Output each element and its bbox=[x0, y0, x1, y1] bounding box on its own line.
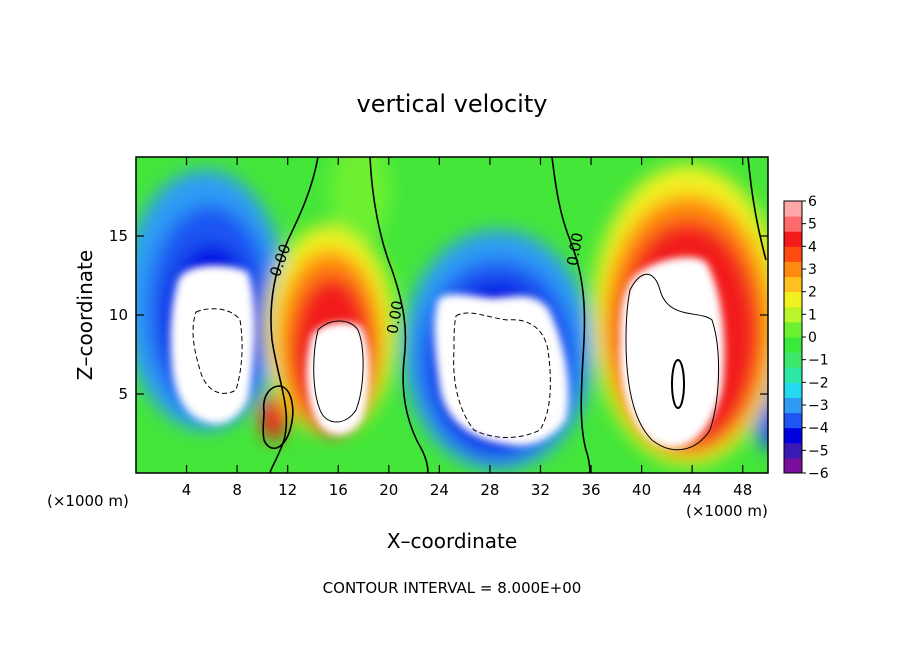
weak-updraft-band bbox=[330, 157, 390, 240]
colorbar-tick-label: −4 bbox=[808, 421, 829, 437]
colorbar-swatch bbox=[784, 352, 802, 368]
field-cores bbox=[170, 257, 725, 448]
y-axis-label: Z–coordinate bbox=[73, 250, 97, 380]
colorbar-swatch bbox=[784, 261, 802, 278]
colorbar-tick-label: −1 bbox=[808, 353, 829, 369]
x-tick-label: 8 bbox=[232, 481, 242, 499]
contour-zero-1 bbox=[269, 157, 319, 473]
x-tick-label: 20 bbox=[379, 481, 398, 499]
colorbar-swatch bbox=[784, 216, 802, 232]
x-axis: 4 8 12 16 20 24 28 32 36 40 44 48 bbox=[182, 157, 752, 499]
colorbar-tick-label: −5 bbox=[808, 443, 829, 459]
colorbar-swatch bbox=[784, 397, 802, 414]
colorbar-swatch bbox=[784, 367, 802, 383]
colorbar-tick-label: −3 bbox=[808, 398, 829, 414]
colorbar-tick-label: 0 bbox=[808, 330, 817, 346]
colorbar-swatch bbox=[784, 457, 802, 474]
updraft-left-white bbox=[306, 322, 370, 435]
velocity-field: 0.00 0.00 0.00 bbox=[136, 157, 768, 473]
y-tick-label: 10 bbox=[109, 306, 128, 324]
colorbar-swatch bbox=[784, 291, 802, 308]
x-tick-label: 36 bbox=[581, 481, 600, 499]
colorbar-tick-label: 2 bbox=[808, 285, 817, 301]
x-tick-label: 4 bbox=[182, 481, 192, 499]
x-tick-label: 12 bbox=[278, 481, 297, 499]
colorbar-tick-label: 4 bbox=[808, 239, 817, 255]
x-tick-label: 44 bbox=[683, 481, 702, 499]
colorbar-tick-label: 5 bbox=[808, 217, 817, 233]
y-tick-label: 15 bbox=[109, 227, 128, 245]
contour-zero-3 bbox=[551, 157, 591, 473]
contour-zero-5 bbox=[262, 385, 294, 450]
contour-left-dashed bbox=[192, 308, 243, 394]
colorbar-swatch bbox=[784, 276, 802, 293]
contour-right-core bbox=[671, 359, 685, 409]
updraft-small bbox=[260, 396, 288, 440]
colorbar-swatch bbox=[784, 246, 802, 262]
x-tick-label: 32 bbox=[531, 481, 550, 499]
chart-title: vertical velocity bbox=[357, 90, 548, 118]
colorbar-tick-label: −6 bbox=[808, 466, 829, 482]
contour-label-group: 0.00 0.00 0.00 bbox=[266, 231, 587, 335]
colorbar-swatch bbox=[784, 306, 802, 323]
x-tick-label: 40 bbox=[632, 481, 651, 499]
colorbar-swatch bbox=[784, 321, 802, 338]
contour-label-2: 0.00 bbox=[383, 299, 407, 335]
contour-interval-note: CONTOUR INTERVAL = 8.000E+00 bbox=[323, 579, 582, 597]
colorbar-tick-label: 3 bbox=[808, 262, 817, 278]
zero-contours bbox=[262, 157, 767, 473]
colorbar-swatch bbox=[784, 442, 802, 459]
x-tick-label: 16 bbox=[329, 481, 348, 499]
colorbar-tick-label: 6 bbox=[808, 194, 817, 210]
colorbar-tick-label: 1 bbox=[808, 307, 817, 323]
inner-contours bbox=[192, 273, 720, 451]
x-tick-label: 24 bbox=[430, 481, 449, 499]
colorbar-swatch bbox=[784, 427, 802, 444]
colorbar-tick-label: −2 bbox=[808, 375, 829, 391]
contour-zero-2 bbox=[369, 157, 429, 473]
colorbar-swatch-top bbox=[784, 201, 802, 217]
y-axis: 5 10 15 bbox=[109, 227, 768, 403]
x-axis-label: X–coordinate bbox=[387, 529, 517, 553]
x-unit-left: (×1000 m) bbox=[47, 492, 129, 510]
contour-label-3: 0.00 bbox=[563, 231, 587, 267]
downdraft-left-white bbox=[170, 265, 255, 424]
colorbar-swatch bbox=[784, 231, 802, 247]
contour-right-solid bbox=[625, 273, 720, 451]
contour-left-solid bbox=[313, 320, 364, 423]
x-tick-label: 48 bbox=[733, 481, 752, 499]
colorbar-swatch bbox=[784, 337, 802, 353]
x-unit-right: (×1000 m) bbox=[686, 502, 768, 520]
colorbar: 6 5 4 3 2 1 0 −1 −2 −3 −4 −5 −6 bbox=[783, 194, 829, 482]
colorbar-swatch bbox=[784, 382, 802, 398]
updraft-right-white bbox=[619, 257, 725, 448]
y-tick-label: 5 bbox=[118, 385, 128, 403]
downdraft-mid-white bbox=[434, 294, 569, 446]
x-tick-label: 28 bbox=[480, 481, 499, 499]
contour-zero-4 bbox=[747, 157, 767, 261]
colorbar-swatch bbox=[784, 412, 802, 429]
